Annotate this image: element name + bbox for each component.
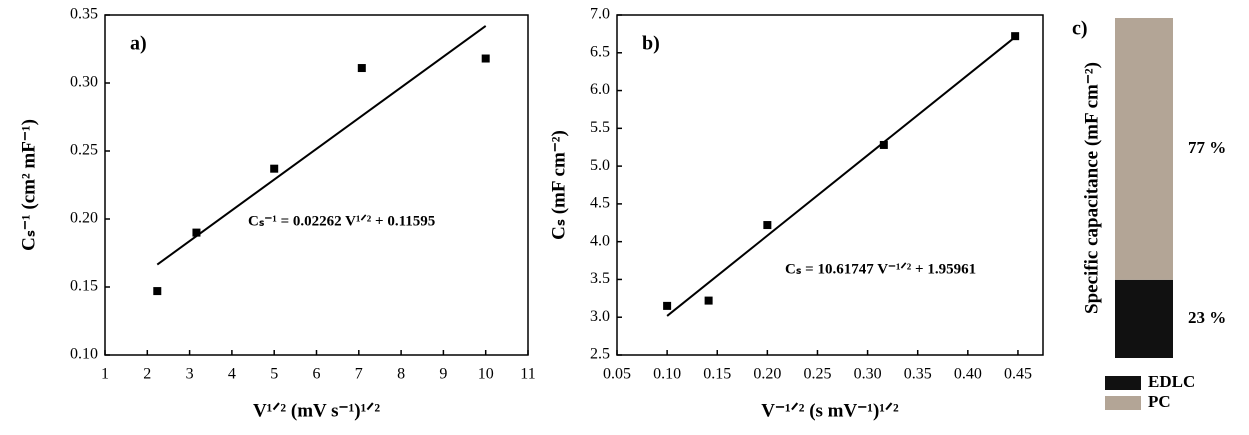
data-point	[1011, 32, 1020, 41]
data-point	[704, 296, 713, 305]
y-tick-label: 5.0	[590, 157, 610, 174]
y-tick-label: 0.30	[70, 74, 98, 91]
y-axis-label: Cₛ (mF cm⁻²)	[548, 130, 569, 240]
data-point	[270, 164, 279, 173]
y-tick-label: 0.35	[70, 6, 98, 23]
fit-line	[156, 25, 487, 266]
legend-label: PC	[1148, 392, 1171, 411]
data-point	[153, 287, 162, 296]
data-point	[481, 54, 490, 63]
y-tick-label: 4.5	[590, 195, 610, 212]
x-tick-label: 0.05	[603, 366, 631, 383]
panel-label: b)	[642, 33, 660, 55]
x-axis-label: V⁻¹ᐟ² (s mV⁻¹)¹ᐟ²	[761, 400, 899, 421]
y-tick-label: 6.5	[590, 43, 610, 60]
y-tick-label: 0.10	[70, 346, 98, 363]
plot-frame	[616, 14, 1044, 356]
y-tick-label: 3.0	[590, 308, 610, 325]
legend-swatch	[1105, 396, 1141, 410]
y-tick-label: 4.0	[590, 232, 610, 249]
x-tick-label: 6	[313, 366, 321, 383]
x-axis-label: V¹ᐟ² (mV s⁻¹)¹ᐟ²	[253, 400, 380, 421]
x-tick-label: 0.30	[854, 366, 882, 383]
y-tick-label: 7.0	[590, 6, 610, 23]
bar-segment	[1115, 18, 1173, 280]
y-tick-label: 0.25	[70, 142, 98, 159]
y-tick-label: 2.5	[590, 346, 610, 363]
x-tick-label: 2	[143, 366, 151, 383]
x-tick-label: 3	[186, 366, 194, 383]
value-label: 23 %	[1188, 308, 1226, 327]
legend-swatch	[1105, 376, 1141, 390]
data-point	[879, 140, 888, 149]
x-tick-label: 4	[228, 366, 236, 383]
y-tick-label: 3.5	[590, 270, 610, 287]
x-tick-label: 11	[520, 366, 535, 383]
data-point	[357, 64, 366, 73]
y-axis-label: Cₛ⁻¹ (cm² mF⁻¹)	[18, 119, 39, 251]
annotation: Cₛ⁻¹ = 0.02262 V¹ᐟ² + 0.11595	[248, 213, 435, 229]
data-point	[192, 228, 201, 237]
x-tick-label: 0.25	[803, 366, 831, 383]
x-tick-label: 0.35	[904, 366, 932, 383]
x-tick-label: 0.45	[1004, 366, 1032, 383]
x-tick-label: 5	[270, 366, 278, 383]
x-tick-label: 8	[397, 366, 405, 383]
y-tick-label: 5.5	[590, 119, 610, 136]
y-tick-label: 6.0	[590, 81, 610, 98]
y-tick-label: 0.15	[70, 278, 98, 295]
x-tick-label: 0.10	[653, 366, 681, 383]
data-point	[663, 301, 672, 310]
x-tick-label: 9	[439, 366, 447, 383]
data-point	[763, 221, 772, 230]
x-tick-label: 0.20	[753, 366, 781, 383]
x-tick-label: 0.40	[954, 366, 982, 383]
y-tick-label: 0.20	[70, 210, 98, 227]
legend-label: EDLC	[1148, 372, 1195, 391]
x-tick-label: 0.15	[703, 366, 731, 383]
fit-line	[666, 36, 1016, 317]
y-axis-label: Specific capacitance (mF cm⁻²)	[1081, 62, 1102, 314]
annotation: Cₛ = 10.61747 V⁻¹ᐟ² + 1.95961	[785, 261, 976, 277]
value-label: 77 %	[1188, 138, 1226, 157]
panel-label: c)	[1072, 18, 1088, 40]
x-tick-label: 7	[355, 366, 363, 383]
x-tick-label: 1	[101, 366, 109, 383]
panel-label: a)	[130, 33, 147, 55]
plot-frame	[104, 14, 529, 356]
bar-segment	[1115, 279, 1173, 358]
x-tick-label: 10	[478, 366, 494, 383]
